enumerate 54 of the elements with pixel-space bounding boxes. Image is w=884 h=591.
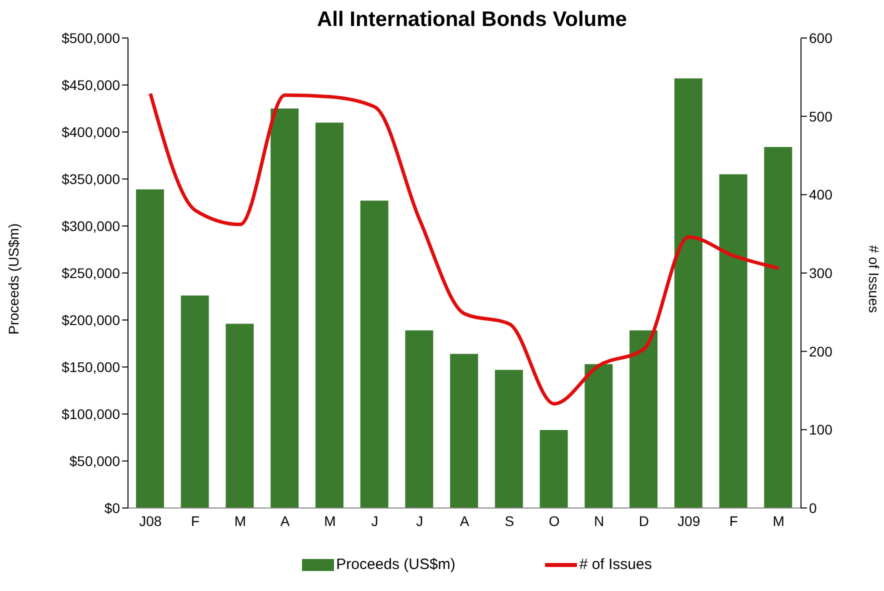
chart-title: All International Bonds Volume — [316, 8, 628, 31]
bar — [540, 430, 568, 508]
y-tick-label: $400,000 — [62, 124, 120, 140]
legend-label: # of Issues — [579, 556, 652, 573]
y2-axis-title: # of Issues — [866, 245, 882, 313]
bar — [315, 122, 344, 508]
y2-tick-label: 100 — [809, 422, 833, 438]
y-tick-label: $500,000 — [62, 30, 120, 46]
x-tick-label: O — [548, 512, 560, 529]
y-tick-label: $50,000 — [69, 452, 120, 469]
bar — [405, 330, 434, 508]
line-series — [148, 92, 780, 406]
bar — [180, 296, 209, 508]
x-tick-label: M — [772, 512, 784, 529]
bar — [719, 174, 748, 508]
x-tick-label: F — [191, 512, 200, 529]
y-axis-title: Proceeds (US$m) — [6, 223, 22, 335]
bar — [674, 78, 702, 508]
y-tick-label: $200,000 — [62, 312, 120, 328]
bar — [226, 324, 254, 508]
y-tick-label: $300,000 — [62, 218, 120, 234]
y2-tick-label: 600 — [809, 30, 833, 46]
y2-tick-label: 300 — [809, 264, 833, 281]
bar — [494, 370, 523, 508]
y-tick-label: $0 — [104, 500, 120, 516]
x-tick-label: J — [416, 512, 424, 529]
y2-tick-label: 200 — [809, 343, 833, 360]
y-tick-label: $350,000 — [62, 170, 120, 187]
bar — [764, 147, 792, 508]
x-tick-label: J08 — [139, 512, 162, 529]
x-tick-label: M — [234, 512, 246, 529]
bar — [630, 330, 658, 508]
x-tick-label: A — [460, 512, 470, 529]
x-tick-label: D — [638, 512, 650, 529]
x-tick-label: F — [729, 512, 738, 529]
x-tick-label: A — [280, 512, 290, 529]
x-tick-label: S — [504, 512, 514, 529]
x-tick-label: J — [371, 512, 378, 529]
y-tick-label: $250,000 — [62, 264, 120, 281]
y-tick-label: $100,000 — [62, 406, 120, 422]
x-tick-label: N — [594, 512, 604, 529]
legend-label: Proceeds (US$m) — [336, 556, 456, 573]
bar — [270, 108, 299, 508]
y-tick-label: $150,000 — [62, 358, 120, 375]
x-tick-label: M — [324, 512, 336, 529]
bar — [450, 354, 478, 508]
bar — [360, 200, 388, 508]
x-tick-label: J09 — [678, 512, 700, 529]
y2-tick-label: 400 — [809, 186, 833, 203]
y-tick-label: $450,000 — [62, 76, 120, 93]
y2-tick-label: 500 — [809, 108, 833, 124]
y2-tick-label: 0 — [809, 500, 817, 516]
bar — [136, 189, 164, 508]
bar — [584, 364, 613, 508]
